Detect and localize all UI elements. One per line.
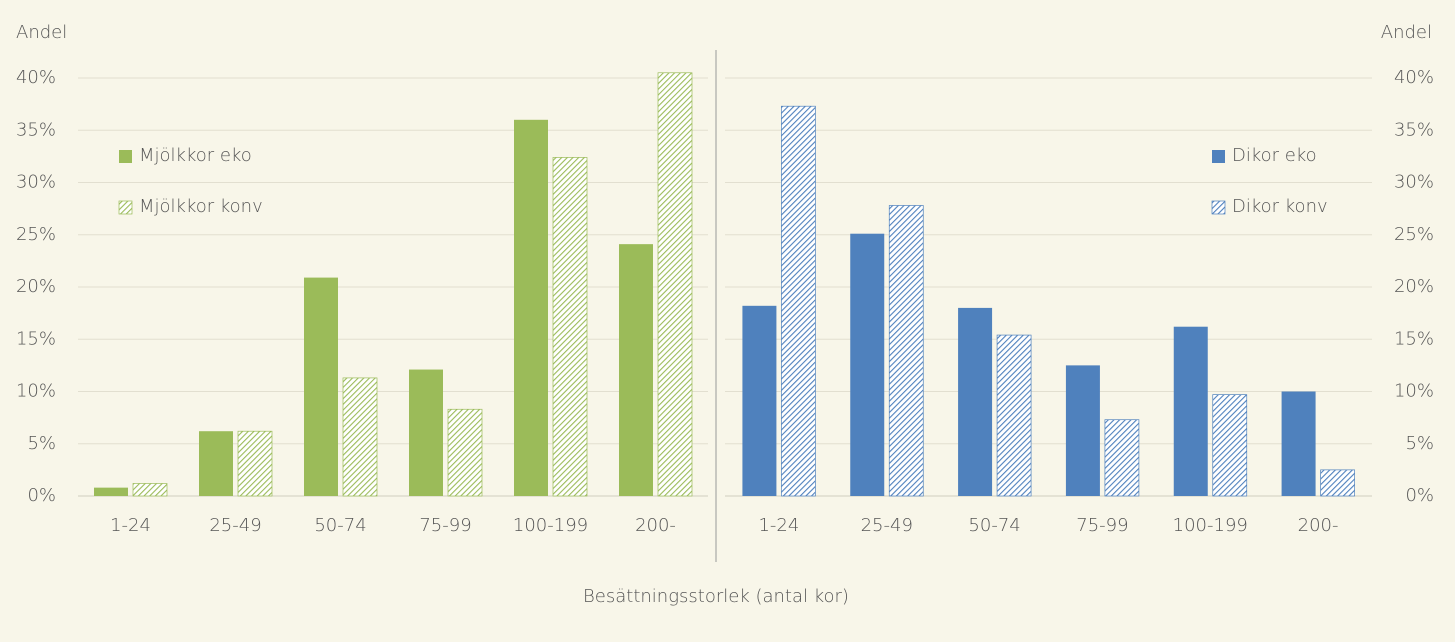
- x-tick-label: 200-: [1298, 515, 1339, 536]
- x-axis-label: Besättningsstorlek (antal kor): [583, 586, 849, 607]
- y-tick-label: 40%: [16, 67, 56, 88]
- x-tick-label: 50-74: [968, 515, 1020, 536]
- y-tick-label: 15%: [16, 328, 56, 349]
- y-tick-label: 35%: [16, 119, 56, 140]
- x-tick-label: 75-99: [419, 515, 471, 536]
- x-tick-label: 50-74: [314, 515, 366, 536]
- y-tick-label: 25%: [16, 224, 56, 245]
- legend-label: Mjölkkor konv: [139, 196, 263, 217]
- legend-label: Mjölkkor eko: [139, 145, 252, 166]
- y-tick-label: 10%: [16, 381, 56, 402]
- bar: [447, 408, 483, 497]
- bar: [1173, 326, 1208, 496]
- legend-swatch: [1211, 200, 1226, 215]
- y-axis-label: Andel: [16, 22, 67, 43]
- y-tick-label: 0%: [27, 485, 56, 506]
- bar: [742, 305, 777, 496]
- y-tick-label: 15%: [1394, 328, 1434, 349]
- legend-swatch: [119, 150, 132, 163]
- bar: [850, 233, 885, 496]
- x-tick-label: 75-99: [1076, 515, 1128, 536]
- bar: [409, 369, 443, 496]
- x-tick-label: 100-199: [1173, 515, 1248, 536]
- legend-swatch: [118, 200, 133, 215]
- bar: [1320, 469, 1355, 497]
- y-tick-label: 20%: [16, 276, 56, 297]
- y-tick-label: 30%: [16, 172, 56, 193]
- y-tick-label: 5%: [1405, 433, 1434, 454]
- bar: [94, 487, 128, 496]
- bar: [132, 483, 168, 497]
- bar: [657, 72, 693, 497]
- bar: [199, 431, 233, 496]
- x-tick-label: 25-49: [861, 515, 913, 536]
- y-tick-label: 20%: [1394, 276, 1434, 297]
- bar: [1212, 394, 1248, 497]
- y-tick-label: 30%: [1394, 172, 1434, 193]
- y-tick-label: 0%: [1405, 485, 1434, 506]
- y-tick-label: 25%: [1394, 224, 1434, 245]
- x-tick-label: 1-24: [758, 515, 799, 536]
- legend-swatch: [1212, 150, 1225, 163]
- bar: [781, 105, 816, 497]
- bar: [514, 119, 548, 497]
- bar: [888, 205, 924, 497]
- bar: [619, 244, 653, 496]
- bar: [552, 157, 588, 497]
- bar: [958, 307, 993, 496]
- y-tick-label: 5%: [27, 433, 56, 454]
- legend-label: Dikor konv: [1232, 196, 1328, 217]
- y-tick-label: 35%: [1394, 119, 1434, 140]
- bar: [342, 377, 378, 497]
- bar: [1065, 365, 1100, 496]
- y-axis-label: Andel: [1381, 22, 1432, 43]
- x-tick-label: 100-199: [513, 515, 588, 536]
- bar: [1281, 391, 1316, 496]
- legend-label: Dikor eko: [1232, 145, 1317, 166]
- bar: [1104, 419, 1140, 497]
- bar: [304, 277, 338, 496]
- x-tick-label: 200-: [635, 515, 676, 536]
- y-tick-label: 40%: [1394, 67, 1434, 88]
- bar: [237, 430, 273, 497]
- x-tick-label: 25-49: [209, 515, 261, 536]
- bar: [996, 334, 1032, 497]
- x-tick-label: 1-24: [110, 515, 151, 536]
- y-tick-label: 10%: [1394, 381, 1434, 402]
